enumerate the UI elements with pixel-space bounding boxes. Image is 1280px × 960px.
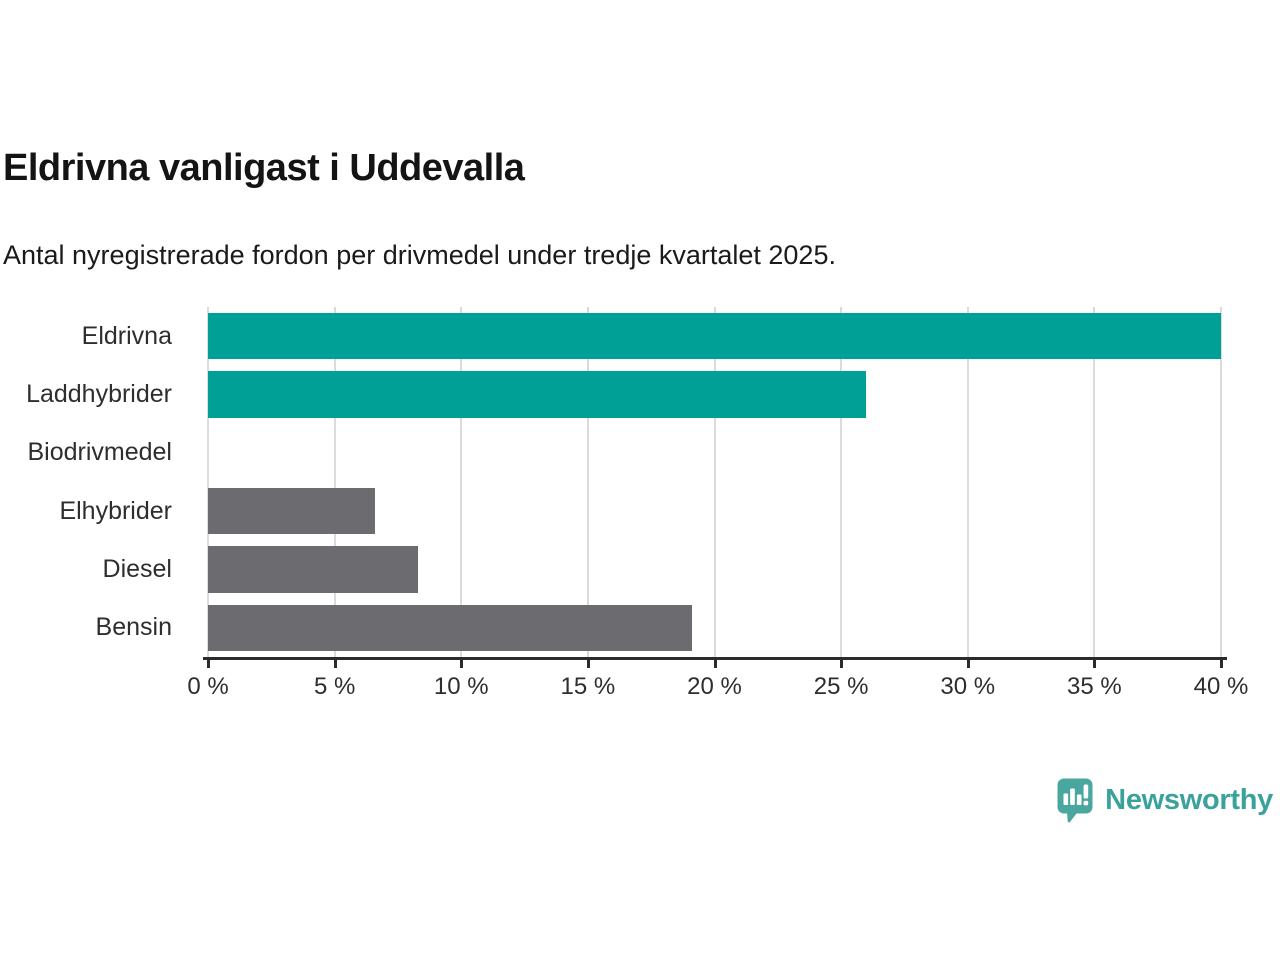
gridline — [713, 307, 716, 657]
category-label: Elhybrider — [59, 496, 172, 525]
x-axis-tick-label: 0 % — [187, 673, 229, 700]
gridline — [966, 307, 969, 657]
gridline — [840, 307, 843, 657]
x-axis-tick-label: 15 % — [560, 673, 616, 700]
gridline — [207, 307, 209, 657]
newsworthy-logo-icon — [1057, 778, 1093, 823]
x-axis-tick — [460, 657, 464, 668]
bar-diesel — [208, 546, 419, 593]
category-label: Laddhybrider — [26, 379, 172, 408]
gridline — [333, 307, 336, 657]
x-axis-tick — [333, 657, 337, 668]
x-axis-tick — [1220, 657, 1223, 668]
x-axis-tick — [1093, 657, 1097, 668]
category-label: Eldrivna — [81, 321, 172, 350]
x-axis-tick-label: 40 % — [1193, 673, 1249, 700]
category-label: Biodrivmedel — [27, 438, 172, 467]
bar-chart-plot-area: 0 % 5 % 10 % 15 % 20 % 25 % 30 % 35 % 40 % — [187, 307, 1248, 700]
chart-title: Eldrivna vanligast i Uddevalla — [3, 147, 525, 189]
category-label: Diesel — [102, 554, 172, 583]
category-axis: Eldrivna Laddhybrider Biodrivmedel Elhybrid… — [0, 307, 190, 657]
newsworthy-wordmark: Newsworthy — [1105, 784, 1273, 816]
gridline — [1093, 307, 1096, 657]
x-axis-tick-label: 35 % — [1067, 673, 1122, 700]
x-axis-tick — [207, 657, 210, 668]
x-axis-tick — [966, 657, 970, 668]
bar-eldrivna — [208, 312, 1221, 360]
gridline — [1220, 307, 1222, 657]
newsworthy-branding: Newsworthy — [1056, 777, 1273, 824]
x-axis-tick-label: 30 % — [940, 673, 996, 700]
gridline — [586, 307, 589, 657]
chart-subtitle: Antal nyregistrerade fordon per drivmede… — [3, 240, 836, 270]
gridline — [460, 307, 463, 657]
x-axis-tick-label: 10 % — [433, 673, 489, 700]
x-axis-tick — [713, 657, 717, 668]
bar-laddhybrider — [208, 371, 867, 418]
category-label: Bensin — [95, 613, 172, 642]
bar-elhybrider — [208, 487, 376, 535]
x-axis-tick-label: 25 % — [813, 673, 869, 700]
x-axis-tick-label: 5 % — [313, 673, 356, 700]
x-axis-tick — [586, 657, 590, 668]
bar-bensin — [208, 604, 692, 652]
x-axis-tick — [840, 657, 844, 668]
x-axis-tick-label: 20 % — [687, 673, 742, 700]
